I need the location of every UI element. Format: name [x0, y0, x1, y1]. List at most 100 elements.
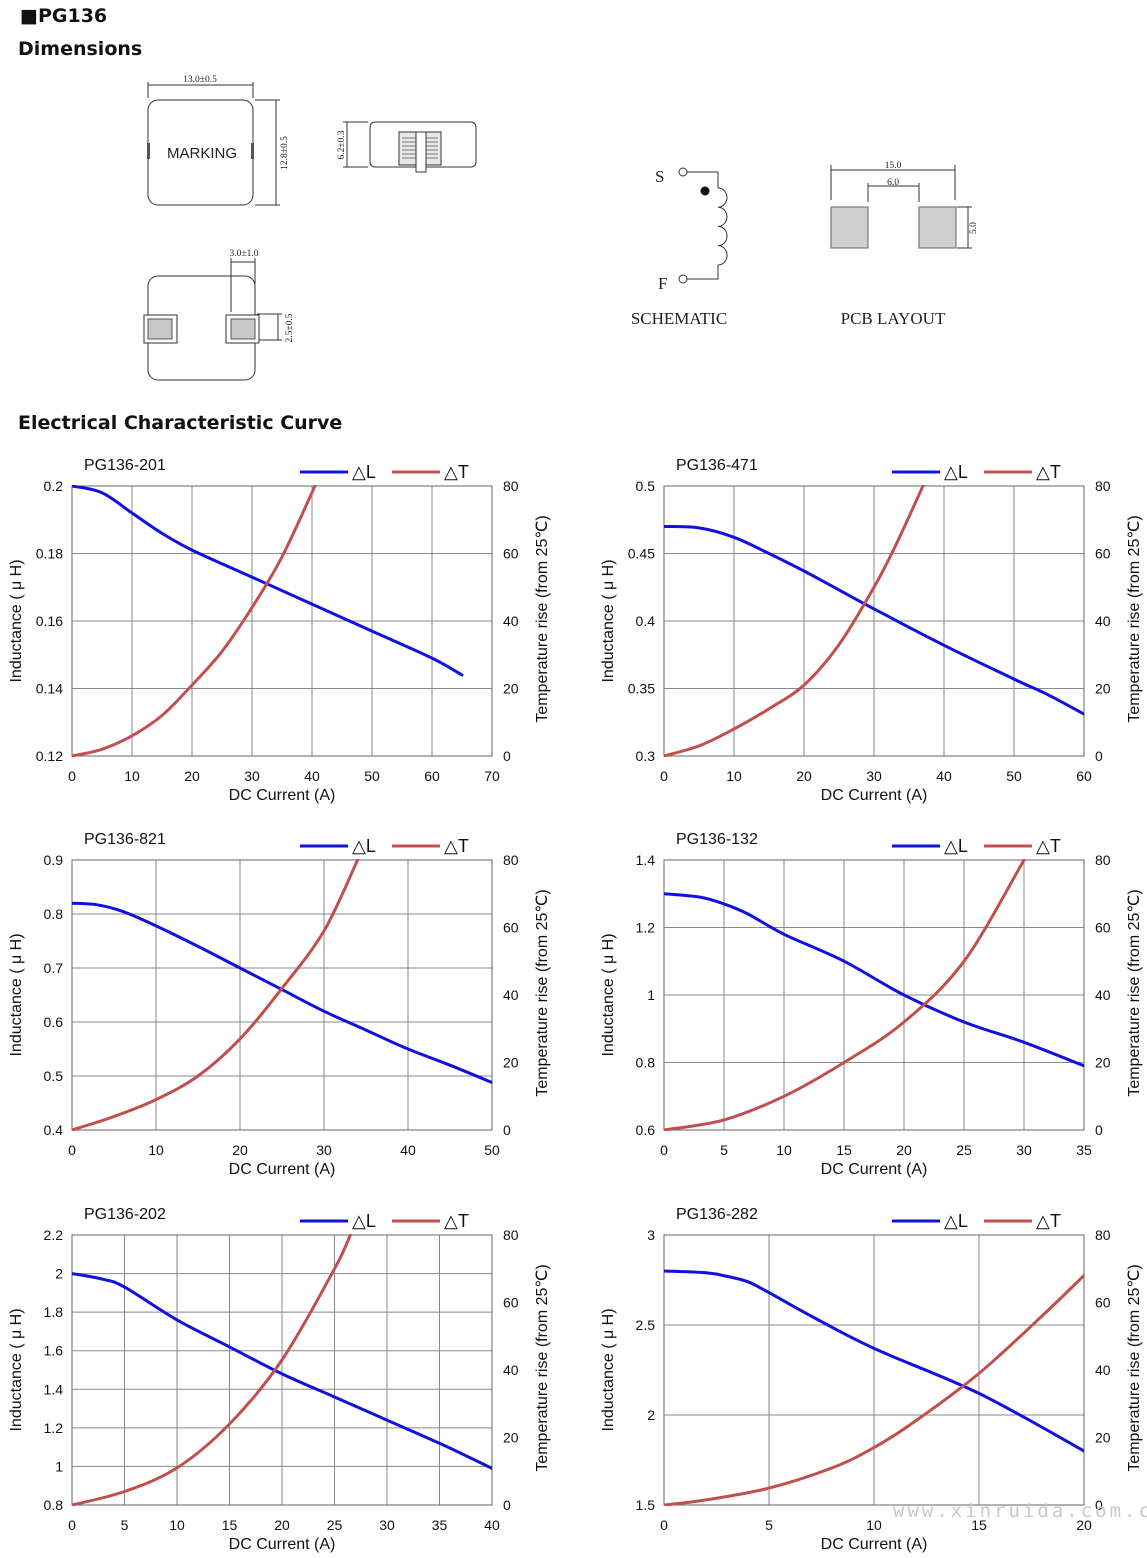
legend-label-temperature: △T	[444, 836, 469, 856]
y-tick-label: 1.4	[44, 1381, 64, 1397]
x-tick-label: 40	[936, 768, 952, 784]
y2-tick-label: 80	[503, 852, 519, 868]
y-tick-label: 0.6	[44, 1014, 64, 1030]
temperature-curve	[72, 485, 317, 757]
plot-frame	[71, 1234, 493, 1506]
product-title: ■PG136	[20, 5, 107, 27]
y-axis-title: Inductance ( μ H)	[8, 1308, 25, 1431]
y-tick-label: 1	[55, 1458, 63, 1474]
x-tick-label: 30	[316, 1142, 332, 1158]
x-tick-label: 5	[765, 1517, 773, 1533]
chart-title: PG136-132	[676, 831, 758, 848]
y2-tick-label: 0	[503, 1497, 511, 1513]
y2-tick-label: 20	[503, 1055, 519, 1071]
x-tick-label: 20	[274, 1517, 290, 1533]
legend-label-inductance: △L	[352, 836, 376, 856]
y2-tick-label: 0	[1095, 1122, 1103, 1138]
watermark: www.xinruida.com.cn	[893, 1500, 1147, 1522]
y2-axis-title: Temperature rise (from 25℃)	[534, 515, 551, 722]
legend-label-inductance: △L	[944, 462, 968, 482]
section-curves: Electrical Characteristic Curve	[18, 412, 343, 434]
y2-tick-label: 80	[1095, 852, 1111, 868]
chart-pg136-471: 0 10 20 30 40 50 60 0.3 0.35 0.4 0.45 0.5 0 20 40 60 80 D…	[600, 457, 1143, 804]
pcb-overall: 15.0	[885, 161, 902, 171]
legend-label-temperature: △T	[1036, 836, 1061, 856]
y2-tick-label: 20	[1095, 1055, 1111, 1071]
plot-frame	[663, 1234, 1085, 1506]
y2-tick-label: 20	[503, 1430, 519, 1446]
pcb-label: PCB LAYOUT	[841, 309, 946, 328]
pcb-gap: 6.0	[887, 178, 899, 188]
x-tick-label: 10	[726, 768, 742, 784]
dim-pad-width: 3.0±1.0	[230, 249, 259, 259]
x-tick-label: 5	[720, 1142, 728, 1158]
x-tick-label: 70	[484, 768, 500, 784]
pcb-pad-right	[918, 206, 957, 249]
x-tick-label: 60	[424, 768, 440, 784]
y2-tick-label: 40	[503, 1362, 519, 1378]
y-tick-label: 1.8	[44, 1304, 64, 1320]
y2-tick-label: 60	[503, 546, 519, 562]
y2-tick-label: 80	[1095, 478, 1111, 494]
y2-tick-label: 0	[503, 1122, 511, 1138]
y2-tick-label: 40	[503, 613, 519, 629]
chart-title: PG136-821	[84, 831, 166, 848]
y-tick-label: 1.4	[636, 852, 656, 868]
y2-tick-label: 60	[1095, 546, 1111, 562]
temperature-curve	[664, 1274, 1084, 1506]
schematic-label: SCHEMATIC	[631, 309, 727, 328]
y2-tick-label: 60	[503, 1295, 519, 1311]
chart-title: PG136-471	[676, 457, 758, 474]
x-axis-title: DC Current (A)	[229, 1161, 336, 1178]
y2-tick-label: 80	[1095, 1227, 1111, 1243]
y-tick-label: 0.3	[636, 748, 656, 764]
y-axis-title: Inductance ( μ H)	[600, 933, 617, 1056]
y-axis-title: Inductance ( μ H)	[600, 1308, 617, 1431]
y2-tick-label: 40	[1095, 1362, 1111, 1378]
x-tick-label: 10	[124, 768, 140, 784]
x-axis-title: DC Current (A)	[229, 787, 336, 804]
schematic-start: S	[655, 167, 664, 186]
x-tick-label: 10	[776, 1142, 792, 1158]
y2-axis-title: Temperature rise (from 25℃)	[1126, 515, 1143, 722]
x-tick-label: 0	[68, 1142, 76, 1158]
legend-label-temperature: △T	[444, 462, 469, 482]
y2-tick-label: 60	[1095, 1295, 1111, 1311]
x-tick-label: 30	[1016, 1142, 1032, 1158]
y-tick-label: 2	[55, 1266, 63, 1282]
y-tick-label: 0.12	[36, 748, 63, 764]
y-tick-label: 2.2	[44, 1227, 64, 1243]
y2-axis-title: Temperature rise (from 25℃)	[534, 1264, 551, 1471]
y-tick-label: 0.14	[36, 681, 63, 697]
x-tick-label: 15	[222, 1517, 238, 1533]
inductance-curve	[72, 485, 464, 677]
plot-frame	[71, 485, 493, 757]
x-tick-label: 10	[169, 1517, 185, 1533]
marking-label: MARKING	[167, 145, 237, 162]
temperature-curve	[72, 1234, 352, 1506]
x-tick-label: 10	[866, 1517, 882, 1533]
y-tick-label: 0.8	[636, 1055, 656, 1071]
x-tick-label: 0	[660, 768, 668, 784]
y-tick-label: 1.2	[44, 1420, 64, 1436]
temperature-curve	[664, 859, 1026, 1131]
y2-tick-label: 60	[503, 920, 519, 936]
y-tick-label: 2	[647, 1407, 655, 1423]
x-axis-title: DC Current (A)	[821, 1161, 928, 1178]
y-tick-label: 0.8	[44, 1497, 64, 1513]
y2-tick-label: 20	[1095, 681, 1111, 697]
x-tick-label: 30	[379, 1517, 395, 1533]
temperature-curve	[664, 485, 925, 757]
chart-title: PG136-282	[676, 1206, 758, 1223]
x-tick-label: 0	[660, 1142, 668, 1158]
section-dimensions: Dimensions	[18, 38, 143, 60]
dim-top-height: 12.8±0.5	[280, 136, 290, 170]
x-tick-label: 20	[896, 1142, 912, 1158]
x-tick-label: 20	[796, 768, 812, 784]
x-tick-label: 15	[836, 1142, 852, 1158]
plot-frame	[71, 859, 493, 1131]
y-tick-label: 1.2	[636, 920, 656, 936]
y2-tick-label: 20	[1095, 1430, 1111, 1446]
x-tick-label: 40	[400, 1142, 416, 1158]
y-axis-title: Inductance ( μ H)	[8, 559, 25, 682]
